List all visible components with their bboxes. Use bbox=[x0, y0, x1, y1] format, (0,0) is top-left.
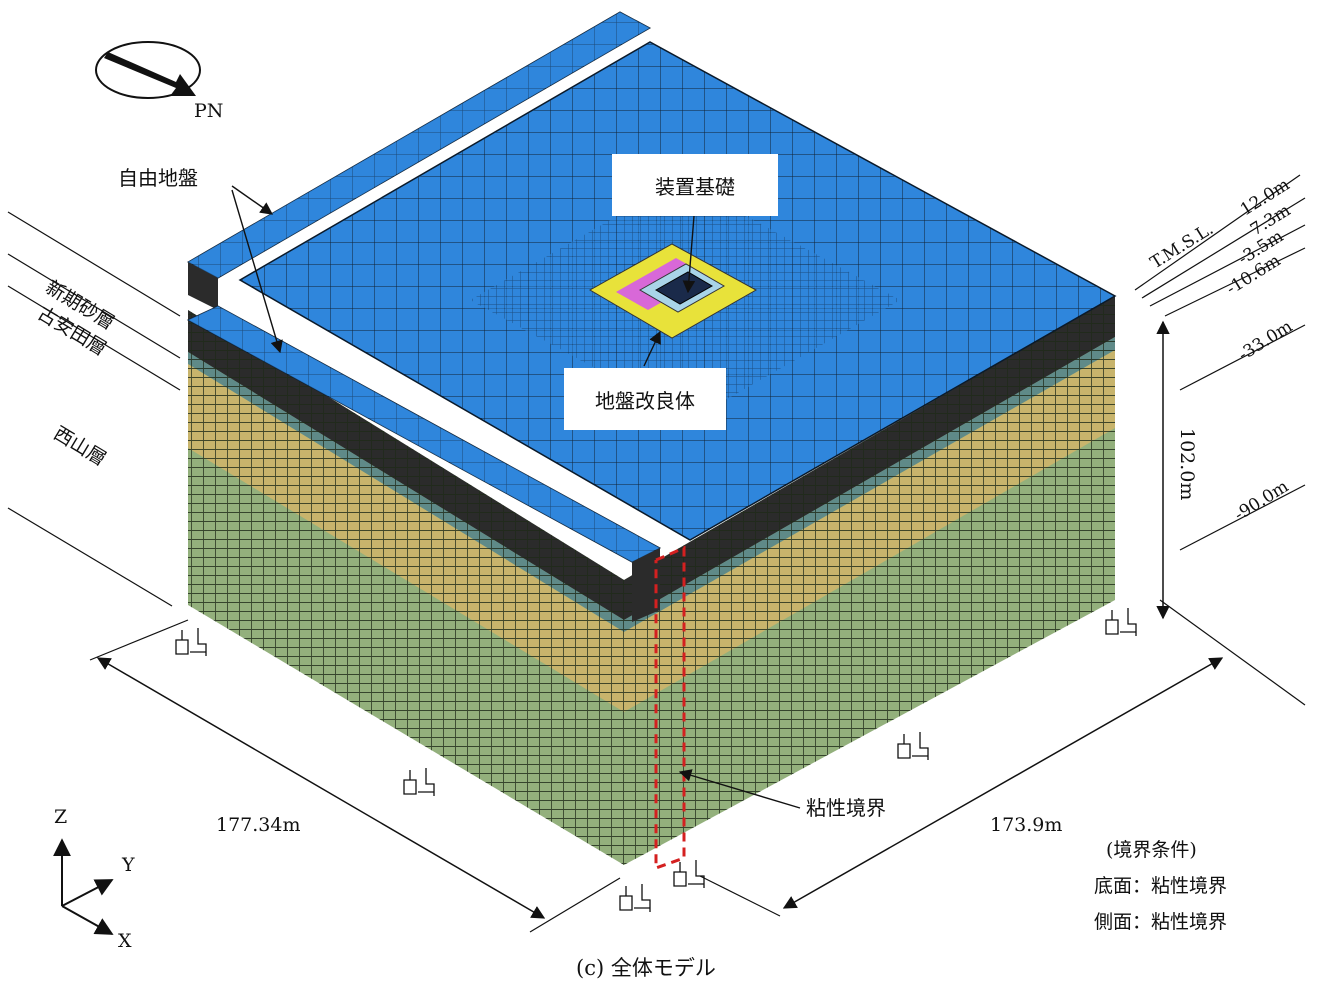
dashpot-symbols bbox=[175, 608, 1137, 912]
width-y-label: 173.9m bbox=[990, 814, 1063, 836]
axis-x-label: X bbox=[118, 930, 132, 952]
width-x-label: 177.34m bbox=[216, 814, 301, 836]
boundary-conditions-note: (境界条件) 底面：粘性境界 側面：粘性境界 bbox=[1094, 832, 1227, 940]
free-field-callout: 自由地盤 bbox=[118, 166, 198, 190]
axis-y-label: Y bbox=[122, 854, 135, 876]
free-field-column-front bbox=[186, 305, 662, 622]
north-arrow bbox=[95, 41, 201, 99]
foundation-callout: 装置基礎 bbox=[612, 154, 778, 216]
boundary-conditions-bottom: 底面：粘性境界 bbox=[1094, 875, 1228, 897]
viscous-boundary-callout: 粘性境界 bbox=[806, 796, 886, 820]
elevation-guide-lines-right bbox=[1134, 174, 1306, 706]
width-y-dimension-arrow bbox=[782, 657, 1224, 909]
coordinate-axes bbox=[53, 838, 114, 935]
height-dimension-label: 102.0m bbox=[1176, 428, 1198, 501]
north-label: PN bbox=[194, 100, 224, 122]
ground-improvement-callout-text: 地盤改良体 bbox=[595, 388, 695, 413]
free-field-column-back bbox=[186, 11, 652, 310]
viscous-boundary-line bbox=[654, 545, 686, 871]
width-x-dimension-arrow bbox=[96, 657, 546, 919]
boundary-conditions-side: 側面：粘性境界 bbox=[1094, 911, 1228, 933]
ground-improvement-callout: 地盤改良体 bbox=[564, 368, 726, 430]
boundary-conditions-title: (境界条件) bbox=[1106, 839, 1197, 861]
foundation-callout-text: 装置基礎 bbox=[655, 174, 735, 199]
callout-arrows bbox=[231, 185, 801, 809]
figure-caption: (c) 全体モデル bbox=[576, 956, 716, 980]
model-right-face bbox=[624, 296, 1115, 865]
axis-z-label: Z bbox=[54, 806, 68, 828]
layer-guide-lines-left bbox=[7, 211, 181, 607]
bottom-guide-lines bbox=[89, 619, 781, 933]
